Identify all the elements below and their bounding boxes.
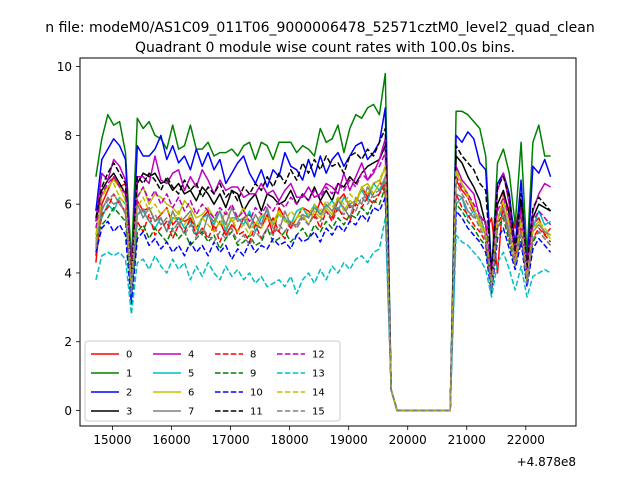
legend-label-14: 14 bbox=[312, 388, 325, 399]
series-line-1 bbox=[95, 72, 551, 412]
legend-label-4: 4 bbox=[188, 350, 194, 361]
legend-label-10: 10 bbox=[250, 388, 263, 399]
legend-label-0: 0 bbox=[126, 350, 132, 361]
figure-suptitle: n file: modeM0/AS1C09_011T06_9000006478_… bbox=[45, 20, 594, 36]
legend-label-9: 9 bbox=[250, 369, 256, 380]
y-tick-label: 2 bbox=[64, 335, 72, 349]
legend-label-1: 1 bbox=[126, 369, 132, 380]
legend-label-5: 5 bbox=[188, 369, 194, 380]
series-line-10 bbox=[95, 196, 552, 412]
legend-label-6: 6 bbox=[188, 388, 194, 399]
y-tick-label: 8 bbox=[64, 129, 72, 143]
series-line-11 bbox=[95, 127, 552, 412]
axes-group: 15000 16000 17000 18000 19000 20000 21000 22000… bbox=[57, 57, 577, 469]
legend-label-11: 11 bbox=[250, 407, 263, 418]
series-line-14 bbox=[95, 165, 552, 412]
y-tick-label: 0 bbox=[64, 404, 72, 418]
x-axis-offset-label: +4.878e8 bbox=[517, 455, 576, 469]
legend-label-13: 13 bbox=[312, 369, 325, 380]
series-line-13 bbox=[95, 217, 551, 412]
legend-label-3: 3 bbox=[126, 407, 132, 418]
x-tick-label: 18000 bbox=[271, 433, 309, 447]
x-tick-label: 21000 bbox=[448, 433, 486, 447]
series-line-12 bbox=[95, 151, 552, 412]
y-tick-label: 10 bbox=[57, 60, 72, 74]
y-tick-label: 4 bbox=[64, 266, 72, 280]
legend-label-12: 12 bbox=[312, 350, 325, 361]
x-tick-label: 16000 bbox=[152, 433, 190, 447]
legend-label-2: 2 bbox=[126, 388, 132, 399]
plot-series-group bbox=[95, 72, 552, 412]
x-tick-label: 17000 bbox=[211, 433, 249, 447]
x-tick-label: 22000 bbox=[507, 433, 545, 447]
legend-label-7: 7 bbox=[188, 407, 194, 418]
legend-label-8: 8 bbox=[250, 350, 256, 361]
series-line-15 bbox=[95, 175, 552, 412]
legend-label-15: 15 bbox=[312, 407, 325, 418]
y-tick-label: 6 bbox=[64, 198, 72, 212]
series-line-3 bbox=[95, 144, 551, 412]
chart-title: Quadrant 0 module wise count rates with … bbox=[135, 40, 515, 56]
plot-frame bbox=[79, 57, 577, 427]
series-line-4 bbox=[95, 138, 551, 412]
x-tick-label: 15000 bbox=[93, 433, 131, 447]
x-tick-label: 19000 bbox=[330, 433, 368, 447]
legend-box bbox=[84, 340, 341, 422]
series-line-8 bbox=[95, 182, 552, 412]
x-tick-label: 20000 bbox=[389, 433, 427, 447]
